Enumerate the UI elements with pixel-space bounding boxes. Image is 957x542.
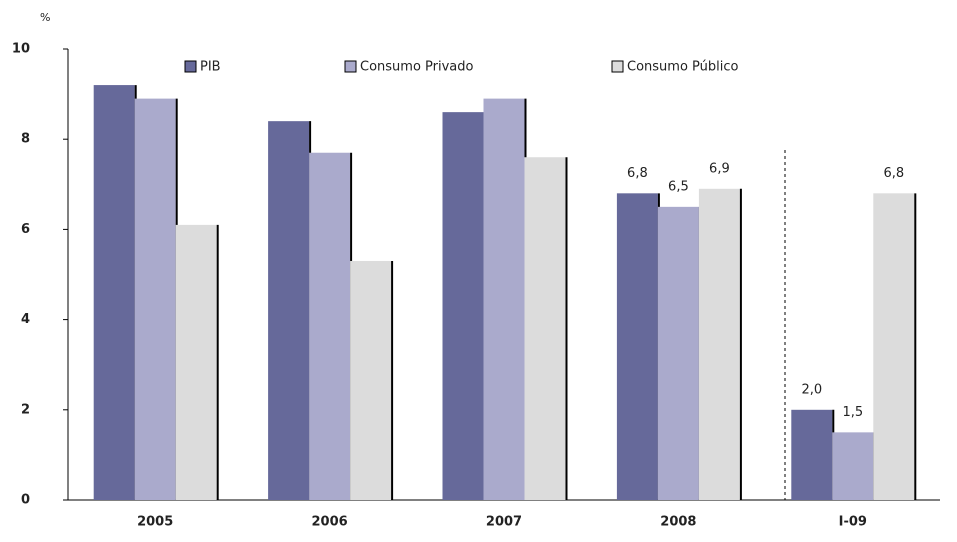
bar (832, 432, 874, 500)
x-tick-label: 2007 (486, 515, 522, 530)
y-tick-label: 6 (21, 222, 30, 237)
x-tick-label: 2006 (312, 515, 348, 530)
bar (616, 193, 658, 500)
value-label: 1,5 (842, 405, 863, 420)
bar (350, 260, 392, 500)
bar (657, 206, 699, 500)
bar (698, 188, 740, 500)
value-label: 6,9 (709, 161, 730, 176)
y-tick-label: 8 (21, 132, 30, 147)
legend-label: PIB (200, 60, 221, 75)
legend-label: Consumo Privado (360, 60, 474, 75)
value-label: 6,8 (883, 166, 904, 181)
value-label: 6,8 (627, 166, 648, 181)
y-tick-label: 4 (21, 312, 30, 327)
value-label: 6,5 (668, 179, 689, 194)
legend-swatch (611, 60, 624, 73)
bar (175, 224, 217, 500)
legend-label: Consumo Público (627, 60, 739, 75)
legend-swatch (344, 60, 357, 73)
bar (93, 85, 135, 500)
bar (483, 98, 525, 501)
bar (309, 152, 351, 501)
bar (873, 193, 915, 500)
x-tick-label: 2005 (137, 515, 173, 530)
bar (524, 157, 566, 501)
x-tick-label: 2008 (660, 515, 696, 530)
bar (791, 409, 833, 500)
y-axis-label: % (40, 11, 50, 24)
bar (268, 121, 310, 500)
x-tick-label: I-09 (839, 515, 867, 530)
legend-swatch (184, 60, 197, 73)
y-tick-label: 10 (12, 42, 30, 57)
value-label: 2,0 (801, 382, 822, 397)
bar (442, 112, 484, 500)
y-tick-label: 2 (21, 402, 30, 417)
bar (134, 98, 176, 501)
y-tick-label: 0 (21, 493, 30, 508)
